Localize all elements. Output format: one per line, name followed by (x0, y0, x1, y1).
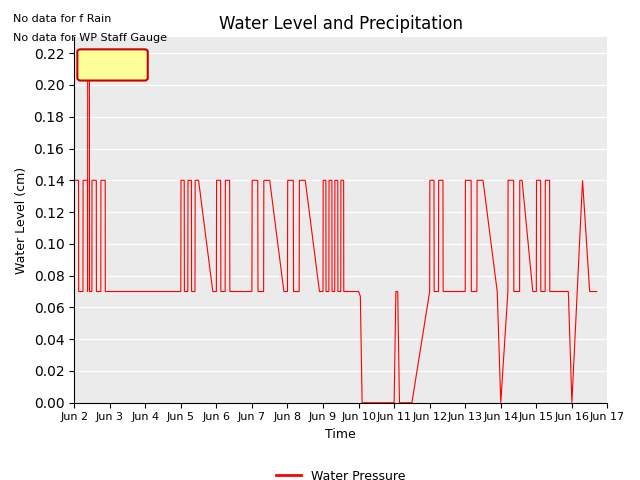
Title: Water Level and Precipitation: Water Level and Precipitation (219, 15, 463, 33)
Text: WP_met: WP_met (84, 59, 141, 72)
Y-axis label: Water Level (cm): Water Level (cm) (15, 167, 28, 274)
Legend: Water Pressure: Water Pressure (271, 465, 410, 480)
X-axis label: Time: Time (325, 428, 356, 441)
Text: No data for f Rain: No data for f Rain (13, 13, 111, 24)
Text: No data for WP Staff Gauge: No data for WP Staff Gauge (13, 33, 167, 43)
